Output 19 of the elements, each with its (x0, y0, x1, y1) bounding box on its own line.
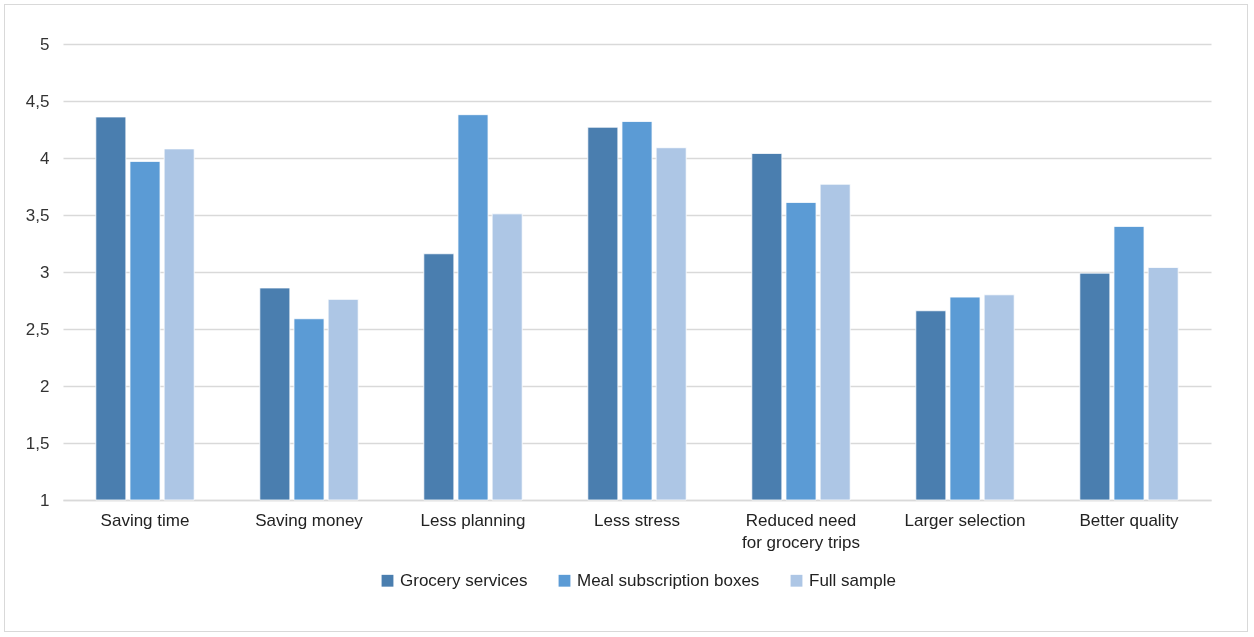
y-tick-label: 3 (40, 262, 50, 282)
y-tick-label: 1,5 (25, 433, 50, 453)
y-tick-label: 2,5 (25, 319, 50, 339)
x-tick-label: Reduced need for grocery trips (741, 510, 861, 552)
legend-label: Meal subscription boxes (577, 570, 760, 590)
x-tick-label: Saving money (255, 510, 364, 530)
x-tick-label: Less planning (420, 510, 526, 530)
x-tick-label: Less stress (594, 510, 680, 530)
x-tick-label: Better quality (1079, 510, 1180, 530)
y-tick-label: 1 (40, 490, 50, 510)
legend-label: Full sample (809, 570, 896, 590)
y-tick-label: 5 (40, 34, 50, 54)
x-tick-label: Saving time (100, 510, 190, 530)
y-tick-label: 4 (40, 148, 50, 168)
legend-label: Grocery services (400, 570, 528, 590)
y-tick-label: 2 (40, 376, 50, 396)
x-tick-label: Larger selection (904, 510, 1026, 530)
y-tick-label: 3,5 (25, 205, 50, 225)
y-tick-label: 4,5 (25, 91, 50, 111)
